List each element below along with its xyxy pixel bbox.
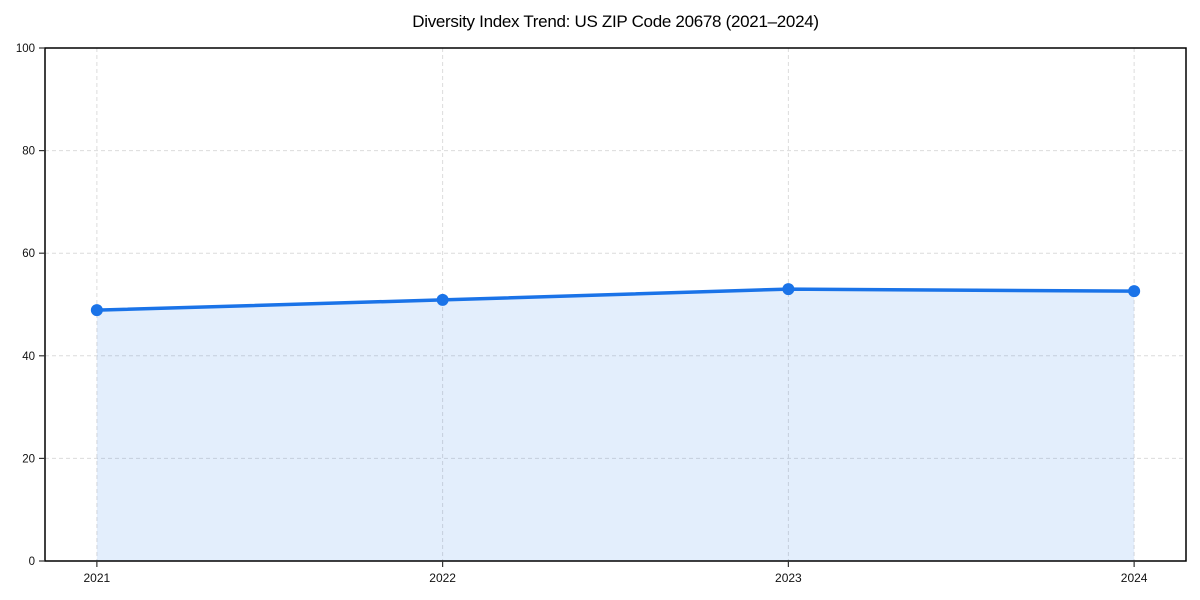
data-point-marker (90, 304, 103, 317)
y-axis-tick-label: 0 (29, 556, 35, 568)
y-axis-tick-label: 100 (16, 43, 35, 55)
x-axis-tick-label: 2024 (1121, 571, 1148, 585)
data-point-marker (1128, 285, 1141, 298)
x-axis-tick-label: 2021 (84, 571, 111, 585)
chart-title: Diversity Index Trend: US ZIP Code 20678… (412, 12, 819, 31)
y-axis-tick-label: 20 (22, 453, 35, 465)
x-axis-tick-label: 2023 (775, 571, 802, 585)
data-point-marker (782, 283, 795, 296)
y-axis-tick-label: 60 (22, 248, 35, 260)
x-axis-tick-label: 2022 (429, 571, 456, 585)
y-axis-tick-label: 40 (22, 351, 35, 363)
y-axis-tick-label: 80 (22, 146, 35, 158)
trend-line (95, 287, 1136, 312)
data-point-marker (436, 293, 449, 306)
plot-frame (44, 47, 1187, 562)
area-fill (96, 289, 1135, 561)
